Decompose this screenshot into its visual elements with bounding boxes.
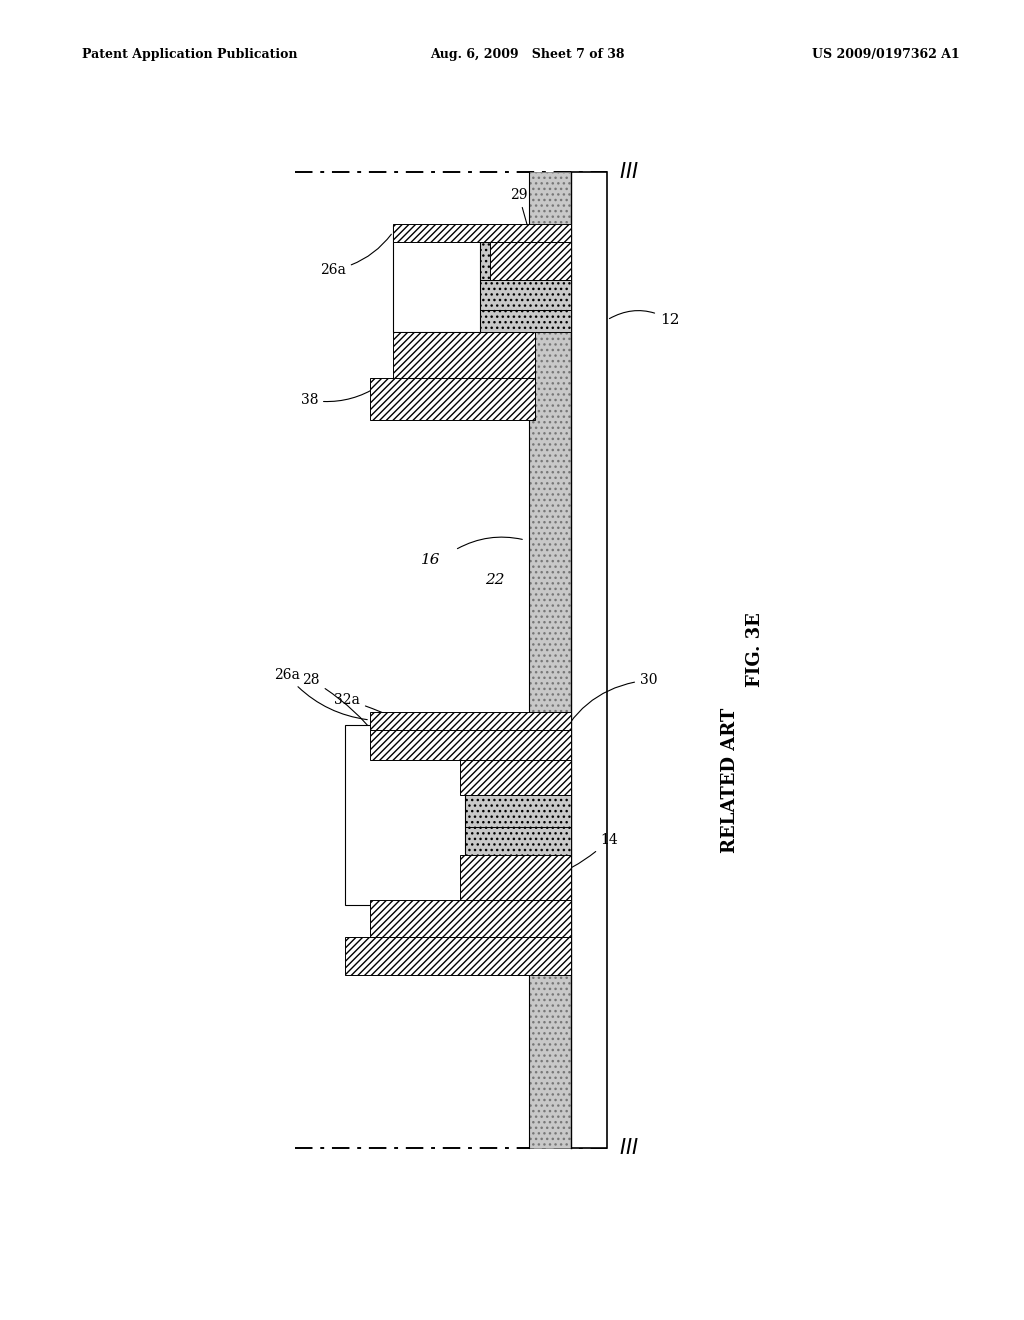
Bar bbox=[460, 730, 571, 766]
Text: 14: 14 bbox=[493, 833, 617, 888]
Bar bbox=[460, 792, 571, 830]
Bar bbox=[480, 242, 571, 280]
Bar bbox=[490, 242, 571, 280]
Bar bbox=[460, 855, 571, 900]
Text: 29: 29 bbox=[510, 187, 529, 232]
Text: $\mathit{III}$: $\mathit{III}$ bbox=[618, 162, 639, 182]
Bar bbox=[370, 711, 571, 730]
Bar bbox=[460, 760, 571, 795]
Bar bbox=[393, 333, 535, 380]
Text: Patent Application Publication: Patent Application Publication bbox=[82, 48, 298, 61]
Text: 26a: 26a bbox=[319, 234, 391, 277]
Bar bbox=[370, 725, 460, 865]
Bar bbox=[370, 861, 460, 906]
Text: 38: 38 bbox=[300, 387, 378, 407]
Text: 16: 16 bbox=[421, 553, 440, 568]
Bar bbox=[345, 937, 571, 975]
Bar bbox=[480, 310, 571, 333]
Bar bbox=[393, 224, 480, 333]
Text: 26a: 26a bbox=[274, 668, 368, 719]
Bar bbox=[393, 224, 480, 333]
Bar bbox=[480, 280, 571, 310]
Bar bbox=[460, 828, 571, 865]
Text: 12: 12 bbox=[609, 310, 680, 327]
Bar bbox=[345, 725, 465, 906]
Text: US 2009/0197362 A1: US 2009/0197362 A1 bbox=[812, 48, 961, 61]
Text: RELATED ART: RELATED ART bbox=[721, 708, 739, 853]
Text: $\mathit{III}$: $\mathit{III}$ bbox=[618, 1138, 639, 1158]
Text: 30: 30 bbox=[556, 673, 657, 747]
Bar bbox=[370, 378, 535, 420]
Bar bbox=[370, 730, 571, 760]
Bar bbox=[393, 224, 571, 242]
Bar bbox=[529, 719, 571, 780]
Text: FIG. 3E: FIG. 3E bbox=[746, 612, 764, 688]
Text: 28: 28 bbox=[302, 673, 378, 738]
Text: 32a: 32a bbox=[334, 693, 468, 763]
Bar bbox=[370, 900, 571, 940]
Bar bbox=[529, 172, 571, 1148]
Text: 22: 22 bbox=[485, 573, 505, 587]
Text: Aug. 6, 2009   Sheet 7 of 38: Aug. 6, 2009 Sheet 7 of 38 bbox=[430, 48, 625, 61]
Bar bbox=[571, 172, 607, 1148]
